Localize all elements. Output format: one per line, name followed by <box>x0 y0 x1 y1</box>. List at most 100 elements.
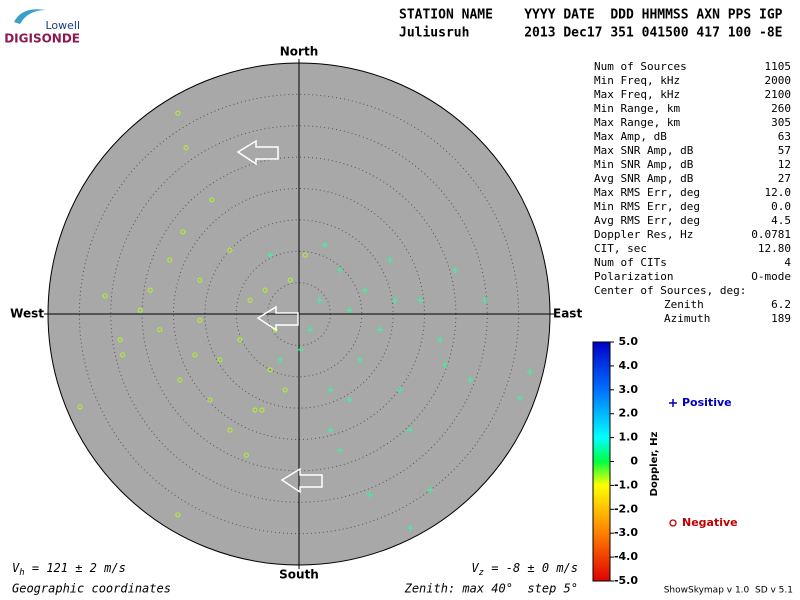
colorbar-label: Doppler, Hz <box>649 432 660 497</box>
vh-sub: h <box>19 568 24 578</box>
source-point <box>336 447 343 454</box>
source-point <box>327 386 334 393</box>
source-point <box>316 297 323 304</box>
vh: Vh = 121 ± 2 m/s <box>12 561 126 578</box>
info-table: Num of Sources 1105 Min Freq, kHz 2000 Max F… <box>594 60 791 325</box>
info-value: 63 <box>778 130 791 143</box>
source-point <box>227 247 233 253</box>
info-value: 2100 <box>765 88 792 101</box>
legend-label: Positive <box>682 396 732 409</box>
source-point <box>407 524 414 531</box>
source-point <box>366 491 373 498</box>
info-value: 12.80 <box>758 242 791 255</box>
source-point <box>243 452 249 458</box>
colorbar-tick-label: 5.0 <box>619 335 639 348</box>
source-point <box>207 397 213 403</box>
direction-label: North <box>280 45 318 59</box>
source-point <box>526 368 533 375</box>
colorbar-tick-label: -2.0 <box>614 502 638 515</box>
colorbar: 5.0 4.0 3.0 2.0 1.0 0 -1.0 -2.0 -3.0 -4.0 -5.0 Dopp… <box>592 335 738 587</box>
legend-marker <box>669 519 677 527</box>
source-point <box>427 486 434 493</box>
source-point <box>177 377 183 383</box>
info-label: Avg SNR Amp, dB <box>594 172 694 185</box>
info-label: Num of CITs <box>594 256 667 269</box>
source-point <box>77 404 83 410</box>
source-point <box>262 287 268 293</box>
info-label: Min RMS Err, deg <box>594 200 700 213</box>
info-value: 2000 <box>765 74 792 87</box>
source-point <box>346 396 353 403</box>
source-point <box>336 267 343 274</box>
info-label: Polarization <box>594 270 673 283</box>
source-point <box>180 229 186 235</box>
vz-text: = -8 ± 0 m/s <box>484 561 578 575</box>
source-point <box>192 352 198 358</box>
source-point <box>297 346 304 353</box>
info-value: 305 <box>771 116 791 129</box>
info-value: 6.2 <box>771 298 791 311</box>
vz-symbol: V <box>471 561 479 575</box>
source-point <box>259 407 265 413</box>
source-point <box>247 297 253 303</box>
info-label: Doppler Res, Hz <box>594 228 693 241</box>
header-values: Juliusruh 2013 Dec17 351 041500 417 100 … <box>399 26 783 41</box>
source-point <box>277 356 284 363</box>
info-value: 1105 <box>765 60 792 73</box>
info-value: O-mode <box>751 270 791 283</box>
source-point <box>386 257 393 264</box>
source-point <box>407 427 414 434</box>
source-point <box>267 252 274 259</box>
info-value: 260 <box>771 102 791 115</box>
info-label: Max Range, km <box>594 116 680 129</box>
info-label: Min Range, km <box>594 102 680 115</box>
source-point <box>102 293 108 299</box>
info-value: 12.0 <box>765 186 792 199</box>
source-point <box>237 337 243 343</box>
direction-label: East <box>553 307 582 321</box>
info-label: Avg RMS Err, deg <box>594 214 700 227</box>
source-point <box>397 386 404 393</box>
source-point <box>361 287 368 294</box>
source-point <box>481 297 488 304</box>
source-point <box>302 252 308 258</box>
source-point <box>272 327 278 333</box>
legend-marker <box>669 399 677 407</box>
info-label: Max Amp, dB <box>594 130 667 143</box>
source-point <box>120 352 126 358</box>
source-point <box>287 277 293 283</box>
info-label: Max RMS Err, deg <box>594 186 700 199</box>
colorbar-tick-label: -4.0 <box>614 550 638 563</box>
colorbar-tick-label: 1.0 <box>619 431 639 444</box>
colorbar-tick-label: 2.0 <box>619 407 639 420</box>
source-point <box>516 395 523 402</box>
info-value: 12 <box>778 158 791 171</box>
info-label: Max Freq, kHz <box>594 88 680 101</box>
source-point <box>327 427 334 434</box>
colorbar-gradient <box>592 341 611 582</box>
source-point <box>252 407 258 413</box>
source-point <box>452 267 459 274</box>
source-point <box>376 326 383 333</box>
source-point <box>307 326 314 333</box>
logo-bottom: DIGISONDE <box>4 32 80 46</box>
info-label: Max SNR Amp, dB <box>594 144 694 157</box>
source-point <box>346 307 353 314</box>
velocity-arrow <box>280 467 323 494</box>
source-point <box>267 367 273 373</box>
info-label: Azimuth <box>664 312 710 325</box>
colorbar-tick-label: -1.0 <box>614 478 638 491</box>
coords-note: Geographic coordinates <box>12 582 171 596</box>
info-label: Min SNR Amp, dB <box>594 158 694 171</box>
info-label: Min Freq, kHz <box>594 74 680 87</box>
info-value: 0.0781 <box>751 228 791 241</box>
polar-plot: North South West East <box>10 45 582 582</box>
source-point <box>217 357 223 363</box>
source-point <box>117 337 123 343</box>
source-point <box>147 287 153 293</box>
vh-text: = 121 ± 2 m/s <box>25 561 126 575</box>
info-label: Zenith <box>664 298 704 311</box>
vz: Vz = -8 ± 0 m/s <box>471 561 578 578</box>
info-value: 57 <box>778 144 791 157</box>
